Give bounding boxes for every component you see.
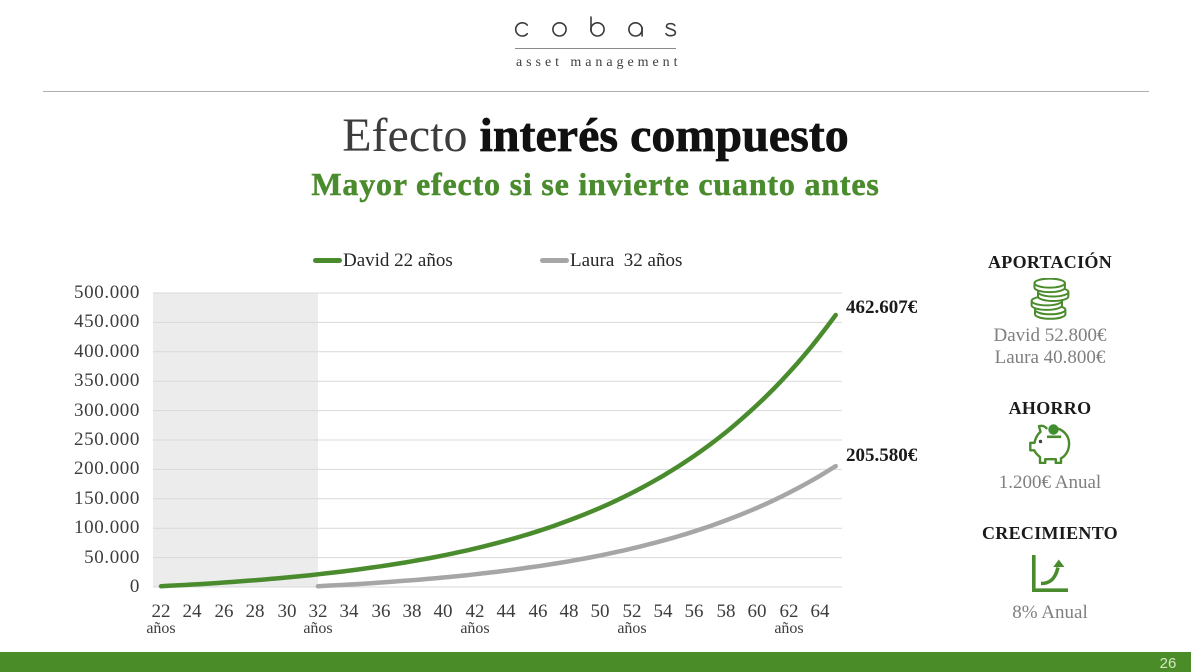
svg-text:asset management: asset management xyxy=(516,55,681,70)
svg-text:26: 26 xyxy=(1160,655,1177,672)
